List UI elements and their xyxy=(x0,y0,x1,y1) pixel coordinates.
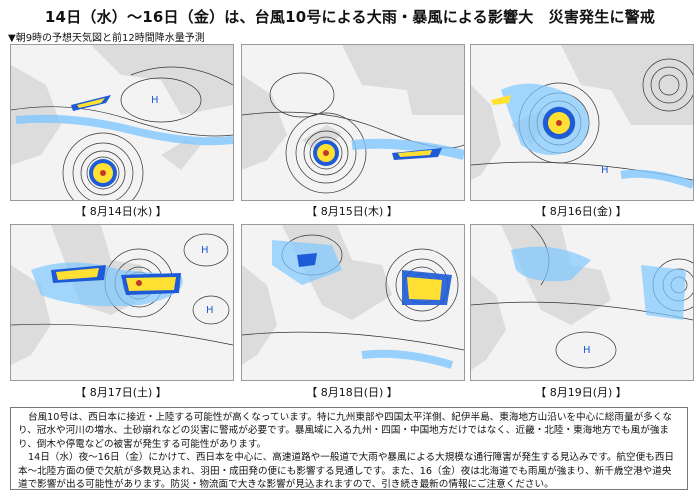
weather-map-panel-2 xyxy=(241,44,465,201)
high-pressure-marker-4a: H xyxy=(201,245,209,256)
panel-date-label-4: 【 8月17日(土) 】 xyxy=(75,386,167,399)
weather-map-1: H xyxy=(11,45,233,200)
weather-map-panel-5 xyxy=(241,224,465,381)
panel-date-label-3: 【 8月16日(金) 】 xyxy=(535,205,627,218)
high-pressure-marker-4b: H xyxy=(206,305,214,316)
panel-date-label-5: 【 8月18日(日) 】 xyxy=(306,386,398,399)
weather-map-panel-4: H H xyxy=(10,224,234,381)
panel-date-label-1: 【 8月14日(水) 】 xyxy=(75,205,167,218)
weather-map-4: H H xyxy=(11,225,233,380)
page-title: 14日（水）～16日（金）は、台風10号による大雨・暴風による影響大 災害発生に… xyxy=(44,8,656,26)
high-pressure-marker-1: H xyxy=(151,95,159,106)
weather-map-panel-3: H xyxy=(470,44,694,201)
weather-map-2 xyxy=(242,45,464,200)
weather-map-3: H xyxy=(471,45,693,200)
forecast-notes: 台風10号は、西日本に接近・上陸する可能性が高くなっています。特に九州東部や四国… xyxy=(10,407,688,490)
weather-map-6: H xyxy=(471,225,693,380)
weather-map-panel-1: H xyxy=(10,44,234,201)
forecast-paragraph-2: 14日（水）夜～16日（金）にかけて、西日本を中心に、高速道路や一般道で大雨や暴… xyxy=(18,452,674,491)
weather-map-panel-6: H xyxy=(470,224,694,381)
high-pressure-marker-3: H xyxy=(601,165,609,176)
high-pressure-marker-6: H xyxy=(583,345,591,356)
weather-map-5 xyxy=(242,225,464,380)
forecast-paragraph-1: 台風10号は、西日本に接近・上陸する可能性が高くなっています。特に九州東部や四国… xyxy=(18,412,672,450)
panel-date-label-6: 【 8月19日(月) 】 xyxy=(535,386,627,399)
panel-date-label-2: 【 8月15日(木) 】 xyxy=(306,205,398,218)
map-subtitle: ▼朝9時の予想天気図と前12時間降水量予測 xyxy=(8,33,205,44)
